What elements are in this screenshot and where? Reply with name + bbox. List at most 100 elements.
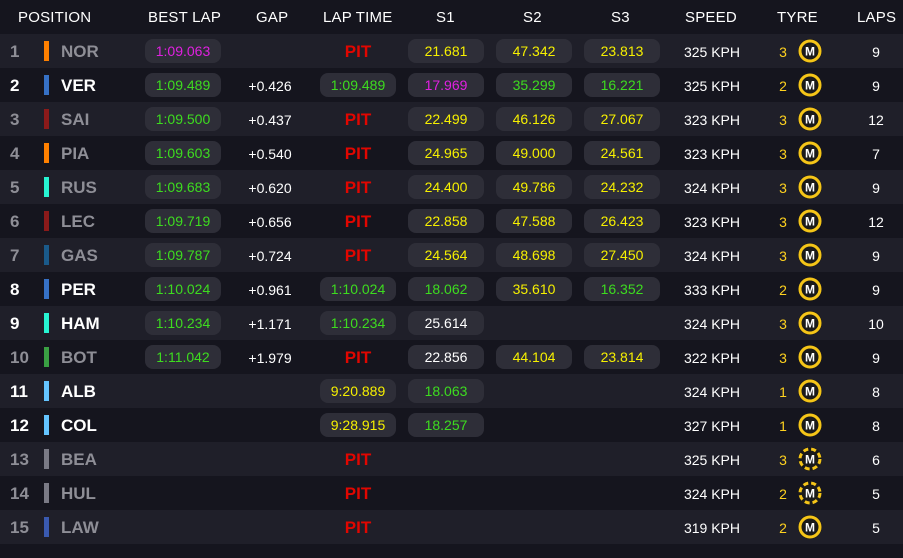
table-row[interactable]: 11 ALB 9:20.889 18.063 324 KPH 1 M 8 [0,374,903,408]
speed-value: 323 KPH [683,146,741,162]
sector-s2-time: 46.126 [496,107,572,131]
driver-abbreviation: PER [61,280,96,299]
speed-value: 324 KPH [683,486,741,502]
table-row[interactable]: 3 SAI 1:09.500 +0.437 PIT 22.499 46.126 27.067 3… [0,102,903,136]
pit-status: PIT [344,178,372,197]
driver-abbreviation: LEC [61,212,95,231]
position-number: 8 [10,280,20,299]
speed-value: 324 KPH [683,384,741,400]
driver-abbreviation: VER [61,76,96,95]
tyre-medium-icon: M [797,174,823,200]
position-number: 9 [10,314,20,333]
best-lap-time: 1:10.234 [145,311,221,335]
driver-abbreviation: BEA [61,450,97,469]
driver-abbreviation: GAS [61,246,98,265]
team-color-bar [44,211,49,231]
header-s3: S3 [611,9,630,26]
lap-time: 1:10.234 [320,311,396,335]
pit-status: PIT [344,246,372,265]
position-number: 13 [10,450,29,469]
driver-abbreviation: COL [61,416,97,435]
team-color-bar [44,313,49,333]
svg-text:M: M [805,317,815,331]
laps-count: 8 [872,384,880,400]
position-number: 15 [10,518,29,537]
sector-s1-time: 25.614 [408,311,484,335]
sector-s1-time: 18.062 [408,277,484,301]
speed-value: 322 KPH [683,350,741,366]
table-row[interactable]: 12 COL 9:28.915 18.257 327 KPH 1 M 8 [0,408,903,442]
tyre-medium-icon: M [797,72,823,98]
svg-text:M: M [805,147,815,161]
table-row[interactable]: 1 NOR 1:09.063 PIT 21.681 47.342 23.813 325 KPH… [0,34,903,68]
tyre-medium-used-icon: M [797,480,823,506]
table-row[interactable]: 5 RUS 1:09.683 +0.620 PIT 24.400 49.786 24.232 3… [0,170,903,204]
driver-abbreviation: BOT [61,348,97,367]
table-row[interactable]: 7 GAS 1:09.787 +0.724 PIT 24.564 48.698 27.450 3… [0,238,903,272]
position-number: 11 [10,382,28,401]
position-number: 3 [10,110,20,129]
sector-s1-time: 24.400 [408,175,484,199]
header-s1: S1 [436,9,455,26]
pit-status: PIT [344,144,372,163]
svg-text:M: M [805,215,815,229]
gap-value: +0.540 [248,146,292,162]
header-lap-time: LAP TIME [323,9,393,26]
table-row[interactable]: 8 PER 1:10.024 +0.961 1:10.024 18.062 35.610 16… [0,272,903,306]
table-row[interactable]: 10 BOT 1:11.042 +1.979 PIT 22.856 44.104 23.814… [0,340,903,374]
tyre-age: 3 [779,214,787,230]
table-row[interactable]: 2 VER 1:09.489 +0.426 1:09.489 17.969 35.299 16… [0,68,903,102]
sector-s3-time: 27.067 [584,107,660,131]
speed-value: 333 KPH [683,282,741,298]
table-row[interactable]: 15 LAW PIT 319 KPH 2 M 5 [0,510,903,544]
position-number: 12 [10,416,29,435]
speed-value: 325 KPH [683,452,741,468]
position-number: 5 [10,178,20,197]
pit-status: PIT [344,518,372,537]
speed-value: 327 KPH [683,418,741,434]
position-number: 6 [10,212,20,231]
header-laps: LAPS [857,9,897,26]
driver-abbreviation: ALB [61,382,96,401]
driver-abbreviation: NOR [61,42,99,61]
tyre-age: 3 [779,146,787,162]
sector-s1-time: 24.564 [408,243,484,267]
svg-text:M: M [805,453,815,467]
laps-count: 9 [872,282,880,298]
team-color-bar [44,517,49,537]
table-row[interactable]: 4 PIA 1:09.603 +0.540 PIT 24.965 49.000 24.561 3… [0,136,903,170]
gap-value: +0.426 [248,78,292,94]
table-row[interactable]: 6 LEC 1:09.719 +0.656 PIT 22.858 47.588 26.423 3… [0,204,903,238]
sector-s1-time: 17.969 [408,73,484,97]
tyre-medium-icon: M [797,208,823,234]
tyre-age: 3 [779,316,787,332]
gap-value: +0.961 [248,282,292,298]
header-speed: SPEED [685,9,737,26]
team-color-bar [44,75,49,95]
gap-value: +0.437 [248,112,292,128]
driver-abbreviation: HAM [61,314,100,333]
table-row[interactable]: 14 HUL PIT 324 KPH 2 M 5 [0,476,903,510]
svg-text:M: M [805,181,815,195]
timing-header: POSITION BEST LAP GAP LAP TIME S1 S2 S3 … [0,0,903,34]
tyre-medium-used-icon: M [797,446,823,472]
sector-s1-time: 18.063 [408,379,484,403]
best-lap-time: 1:09.719 [145,209,221,233]
gap-value: +1.979 [248,350,292,366]
sector-s3-time: 27.450 [584,243,660,267]
sector-s2-time: 47.588 [496,209,572,233]
sector-s1-time: 18.257 [408,413,484,437]
tyre-medium-icon: M [797,310,823,336]
best-lap-time: 1:09.603 [145,141,221,165]
tyre-age: 2 [779,486,787,502]
tyre-age: 3 [779,248,787,264]
position-number: 10 [10,348,29,367]
laps-count: 5 [872,486,880,502]
tyre-age: 1 [779,418,787,434]
table-row[interactable]: 13 BEA PIT 325 KPH 3 M 6 [0,442,903,476]
speed-value: 319 KPH [683,520,741,536]
table-row[interactable]: 9 HAM 1:10.234 +1.171 1:10.234 25.614 324 KPH 3… [0,306,903,340]
svg-text:M: M [805,419,815,433]
pit-status: PIT [344,348,372,367]
